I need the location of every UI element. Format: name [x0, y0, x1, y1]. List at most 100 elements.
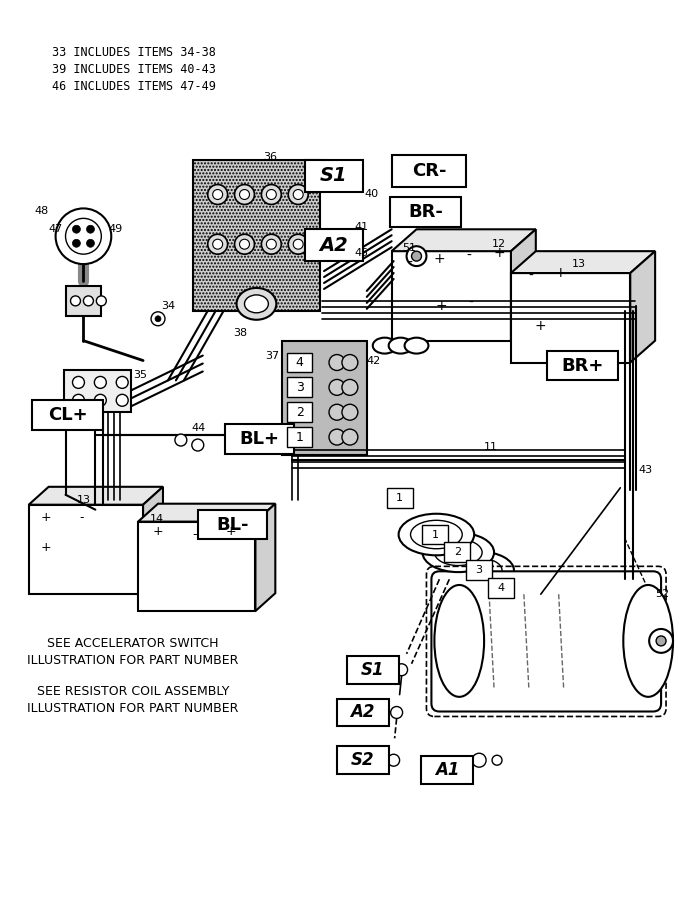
Circle shape: [87, 239, 95, 247]
Circle shape: [72, 395, 84, 406]
Text: 14: 14: [150, 514, 164, 524]
Text: 42: 42: [366, 356, 381, 366]
Polygon shape: [138, 521, 256, 611]
Text: 38: 38: [233, 328, 247, 338]
Text: 4: 4: [498, 583, 504, 593]
Text: +: +: [555, 266, 566, 280]
Polygon shape: [29, 487, 163, 505]
Polygon shape: [29, 505, 143, 595]
Text: 37: 37: [265, 350, 279, 360]
Circle shape: [395, 663, 408, 676]
Bar: [466, 560, 492, 580]
Circle shape: [175, 434, 187, 446]
Ellipse shape: [237, 288, 276, 319]
Bar: [337, 699, 389, 727]
Circle shape: [97, 296, 106, 306]
Text: -: -: [466, 249, 472, 263]
Text: 40: 40: [364, 188, 379, 198]
Text: 39 INCLUDES ITEMS 40-43: 39 INCLUDES ITEMS 40-43: [51, 62, 216, 76]
Circle shape: [208, 185, 228, 205]
Circle shape: [72, 376, 84, 388]
Bar: [287, 427, 312, 447]
Text: 2: 2: [454, 548, 461, 557]
Text: 2: 2: [295, 405, 304, 419]
Circle shape: [329, 405, 345, 420]
Text: -: -: [407, 256, 412, 270]
Circle shape: [342, 379, 358, 395]
Bar: [347, 656, 399, 683]
Text: 1: 1: [295, 431, 304, 443]
Circle shape: [262, 185, 281, 205]
Text: SEE RESISTOR COIL ASSEMBLY: SEE RESISTOR COIL ASSEMBLY: [37, 685, 229, 698]
Text: CR-: CR-: [412, 162, 446, 179]
Bar: [337, 747, 389, 774]
Circle shape: [649, 629, 673, 653]
Polygon shape: [143, 487, 163, 595]
Text: S1: S1: [320, 167, 347, 186]
Text: 44: 44: [191, 424, 206, 433]
Bar: [387, 488, 412, 508]
Polygon shape: [511, 252, 655, 273]
Text: 43: 43: [638, 465, 652, 475]
Circle shape: [293, 189, 303, 199]
Text: 11: 11: [484, 442, 498, 452]
Circle shape: [151, 312, 165, 326]
Text: BL+: BL+: [239, 430, 279, 448]
Text: -: -: [79, 511, 84, 524]
Circle shape: [406, 246, 427, 266]
Bar: [444, 542, 470, 562]
Text: 51: 51: [402, 243, 416, 253]
Polygon shape: [391, 229, 536, 252]
Bar: [224, 424, 294, 454]
Ellipse shape: [389, 338, 412, 354]
Text: +: +: [41, 541, 51, 554]
Circle shape: [262, 234, 281, 254]
Ellipse shape: [372, 338, 397, 354]
Polygon shape: [511, 273, 630, 363]
Circle shape: [239, 239, 249, 249]
Text: 3: 3: [476, 566, 483, 576]
Text: -: -: [193, 528, 197, 541]
Text: -: -: [468, 296, 474, 310]
Circle shape: [55, 208, 112, 264]
Text: 34: 34: [161, 300, 175, 310]
Bar: [287, 403, 312, 422]
Circle shape: [155, 316, 161, 322]
Circle shape: [70, 296, 80, 306]
Text: A2: A2: [351, 703, 375, 721]
Circle shape: [235, 234, 254, 254]
Text: 36: 36: [264, 152, 277, 162]
Ellipse shape: [410, 520, 462, 548]
Polygon shape: [391, 252, 511, 340]
Text: 13: 13: [572, 259, 585, 269]
Bar: [488, 578, 514, 598]
Text: 3: 3: [295, 381, 304, 394]
Polygon shape: [66, 286, 101, 316]
Circle shape: [213, 239, 222, 249]
Text: +: +: [433, 252, 445, 266]
Ellipse shape: [446, 552, 514, 589]
Bar: [193, 159, 320, 310]
Ellipse shape: [435, 539, 482, 566]
Circle shape: [342, 405, 358, 420]
Bar: [305, 229, 363, 262]
Text: BL-: BL-: [216, 516, 249, 534]
Ellipse shape: [245, 295, 268, 313]
Circle shape: [192, 439, 203, 451]
Text: +: +: [153, 525, 164, 538]
Circle shape: [208, 234, 228, 254]
Circle shape: [288, 185, 308, 205]
Text: 46 INCLUDES ITEMS 47-49: 46 INCLUDES ITEMS 47-49: [51, 80, 216, 92]
Text: BR-: BR-: [408, 204, 443, 222]
Circle shape: [293, 239, 303, 249]
Bar: [421, 757, 473, 784]
Text: S2: S2: [351, 751, 375, 769]
Ellipse shape: [435, 585, 484, 697]
Circle shape: [329, 379, 345, 395]
Circle shape: [266, 189, 276, 199]
Text: 41: 41: [355, 223, 369, 233]
Ellipse shape: [399, 514, 474, 556]
Bar: [422, 525, 448, 545]
Ellipse shape: [623, 585, 673, 697]
Circle shape: [391, 707, 403, 719]
